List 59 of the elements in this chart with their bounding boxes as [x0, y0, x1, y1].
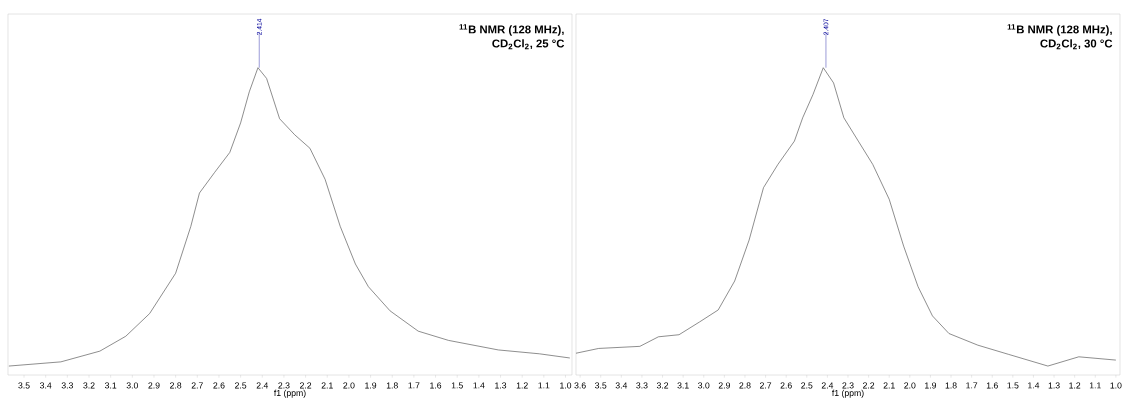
x-tick-label: 1.2 [516, 382, 528, 389]
x-tick-label: 2.0 [904, 382, 916, 389]
x-tick-label: 3.3 [61, 382, 73, 389]
chart-subtitle: CD$_{2}$Cl$_{2}$, 30 °C [1040, 39, 1113, 50]
x-tick-label: 2.6 [780, 382, 792, 389]
x-tick-label: 1.0 [560, 382, 572, 389]
x-tick-label: 2.4 [256, 382, 269, 389]
x-tick-label: 1.6 [986, 382, 998, 389]
x-tick-label: 2.0 [343, 382, 355, 389]
x-tick-label: 1.3 [1048, 382, 1060, 389]
x-tick-label: 1.9 [925, 382, 937, 389]
x-tick-label: 2.5 [801, 382, 813, 389]
x-tick-label: 1.3 [495, 382, 507, 389]
x-tick-label: 2.5 [235, 382, 247, 389]
x-tick-label: 3.4 [615, 382, 628, 389]
chart-title: $^{11}$B NMR (128 MHz), [459, 24, 564, 36]
x-tick-label: 3.5 [18, 382, 30, 389]
x-tick-label: 2.3 [842, 382, 854, 389]
x-tick-label: 2.4 [821, 382, 834, 389]
x-tick-label: 3.1 [104, 382, 117, 389]
x-axis-title: f1 (ppm) [831, 389, 864, 398]
x-tick-label: 1.8 [386, 382, 398, 389]
x-tick-label: 2.6 [213, 382, 225, 389]
x-tick-label: 1.7 [408, 382, 420, 389]
x-tick-label: 3.0 [698, 382, 710, 389]
x-tick-label: 1.1 [1089, 382, 1101, 389]
x-tick-label: 2.8 [739, 382, 751, 389]
x-tick-label: 3.0 [126, 382, 138, 389]
x-tick-label: 2.1 [883, 382, 895, 389]
x-tick-label: 2.9 [148, 382, 160, 389]
x-tick-label: 3.1 [677, 382, 689, 389]
x-axis-title: f1 (ppm) [273, 389, 306, 398]
chart-subtitle: CD$_{2}$Cl$_{2}$, 25 °C [492, 39, 565, 50]
x-tick-label: 1.8 [945, 382, 957, 389]
x-tick-label: 2.1 [321, 382, 333, 389]
x-tick-label: 1.0 [1110, 382, 1122, 389]
x-tick-label: 3.6 [574, 382, 586, 389]
x-tick-label: 2.9 [718, 382, 730, 389]
x-tick-label: 3.3 [636, 382, 648, 389]
chart-title: $^{11}$B NMR (128 MHz), [1007, 24, 1112, 36]
x-tick-label: 1.9 [365, 382, 377, 389]
x-tick-label: 2.3 [278, 382, 290, 389]
x-tick-label: 2.8 [170, 382, 182, 389]
x-tick-label: 3.2 [656, 382, 669, 389]
x-tick-label: 3.5 [595, 382, 607, 389]
x-tick-label: 1.4 [473, 382, 485, 389]
x-tick-label: 3.4 [39, 382, 52, 389]
x-tick-label: 1.1 [538, 382, 550, 389]
x-tick-label: 1.5 [451, 382, 463, 389]
x-tick-label: 1.2 [1069, 382, 1081, 389]
x-tick-label: 2.2 [300, 382, 312, 389]
x-tick-label: 1.4 [1028, 382, 1040, 389]
x-tick-label: 1.5 [1007, 382, 1019, 389]
x-tick-label: 3.2 [83, 382, 95, 389]
x-tick-label: 1.7 [966, 382, 978, 389]
x-tick-label: 2.7 [191, 382, 203, 389]
x-tick-label: 2.7 [759, 382, 772, 389]
x-tick-label: 2.2 [863, 382, 875, 389]
x-tick-label: 1.6 [430, 382, 442, 389]
